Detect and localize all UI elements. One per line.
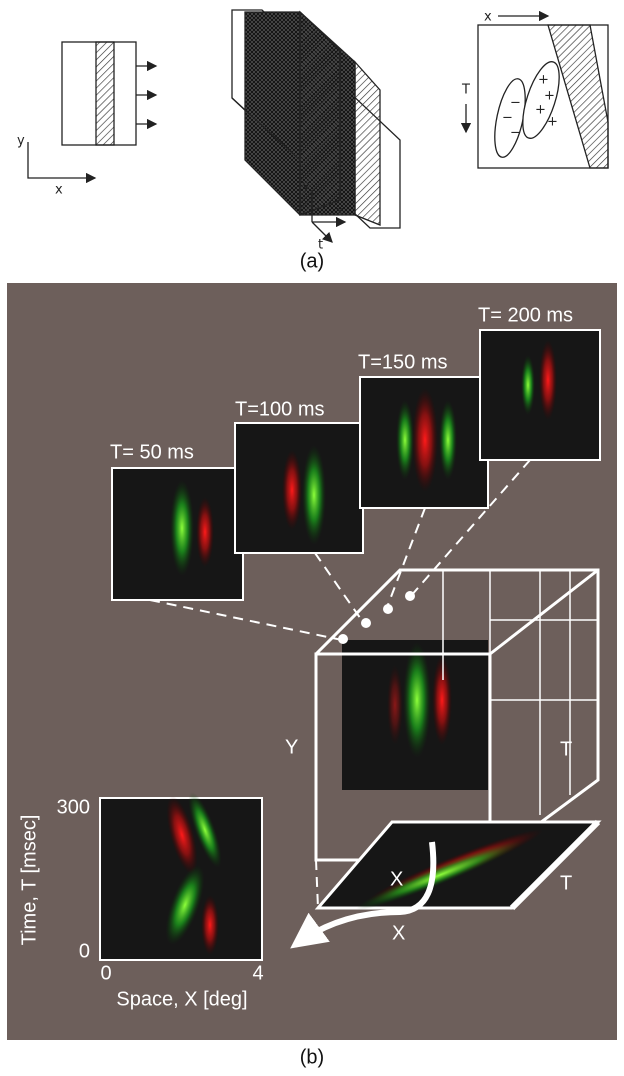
axis-label: t <box>318 238 323 253</box>
axis-label: Time, T [msec] <box>18 815 40 946</box>
minus-sign: − <box>510 126 521 141</box>
axis-label: T <box>560 872 572 894</box>
panel-b <box>7 283 617 1040</box>
frame-label: T=150 ms <box>358 351 447 373</box>
panel-label: (a) <box>300 250 324 272</box>
plus-sign: + <box>538 73 549 88</box>
plus-sign: + <box>535 103 546 118</box>
frame-label: T=100 ms <box>235 398 324 420</box>
panel-b-labels: T= 50 ms T=100 ms T=150 ms T= 200 ms Y X… <box>18 304 573 1068</box>
axis-label: X <box>390 868 403 890</box>
panel-label: (b) <box>300 1046 324 1068</box>
tick-label: 0 <box>100 962 111 984</box>
plus-sign: + <box>547 115 558 130</box>
axis-label: T <box>461 83 470 98</box>
axis-label: y <box>17 134 25 149</box>
axis-label: y <box>302 179 310 194</box>
minus-sign: − <box>510 96 521 111</box>
tick-label: 300 <box>57 796 90 818</box>
axis-label: Y <box>285 736 298 758</box>
tick-label: 4 <box>252 962 263 984</box>
panel-a-labels: y x y x t x T + + + + − − − (a) <box>17 10 558 273</box>
minus-sign: − <box>502 111 513 126</box>
frame-label: T= 50 ms <box>110 441 194 463</box>
axis-label: x <box>484 10 492 25</box>
panel-a <box>27 9 609 243</box>
axis-label: x <box>55 183 63 198</box>
frame-label: T= 200 ms <box>478 304 573 326</box>
axis-label: Space, X [deg] <box>116 988 247 1010</box>
tick-label: 0 <box>79 940 90 962</box>
axis-label: T <box>560 738 572 760</box>
plus-sign: + <box>544 89 555 104</box>
axis-label: x <box>336 205 344 220</box>
axis-label: X <box>392 922 405 944</box>
